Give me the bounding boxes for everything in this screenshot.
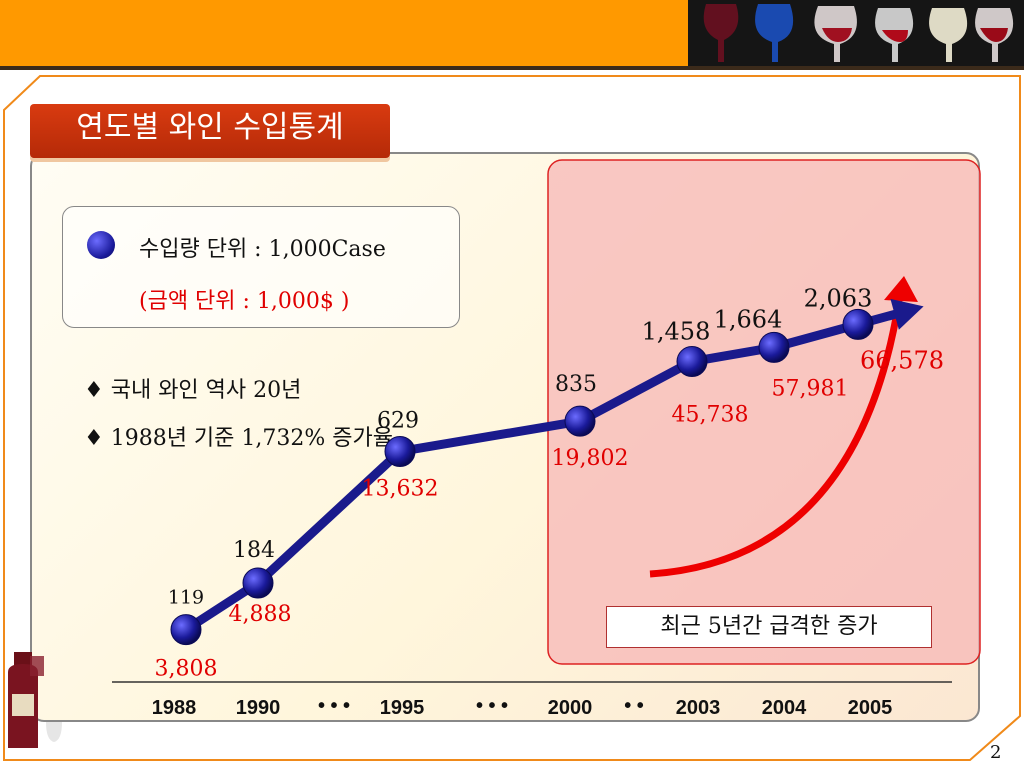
label-volume-2000: 835 (555, 372, 597, 397)
x-tick-2005: 2005 (848, 697, 893, 719)
label-volume-2003: 1,458 (642, 318, 711, 346)
note-growth: ♦ 1988년 기준 1,732% 증가율 (84, 426, 394, 451)
data-point-1990 (242, 567, 274, 599)
label-amount-2000: 19,802 (552, 446, 629, 471)
wine-glasses-banner (688, 0, 1024, 66)
data-point-2005 (842, 308, 874, 340)
growth-arrow (649, 293, 904, 578)
x-tick-separator: • • • (476, 695, 508, 717)
highlight-region (547, 159, 981, 665)
growth-arrow-head (884, 276, 918, 302)
label-volume-1988: 119 (168, 587, 204, 609)
series-arrow-head (890, 298, 924, 330)
data-point-1988 (170, 614, 202, 646)
x-tick-1995: 1995 (380, 697, 425, 719)
data-point-2004 (758, 331, 790, 363)
label-volume-2004: 1,664 (714, 305, 783, 333)
header-divider (0, 66, 1024, 70)
wine-bottle-icon (8, 652, 62, 752)
label-volume-2005: 2,063 (804, 284, 873, 312)
label-amount-1995: 13,632 (362, 476, 439, 501)
data-point-2000 (564, 405, 596, 437)
legend-volume-unit: 수입량 단위 : 1,000Case (139, 237, 386, 262)
legend-marker-icon (87, 231, 115, 259)
label-amount-2003: 45,738 (672, 403, 749, 428)
label-amount-2004: 57,981 (772, 376, 849, 401)
data-point-1995 (384, 435, 416, 467)
x-tick-2004: 2004 (762, 697, 807, 719)
x-tick-2000: 2000 (548, 697, 593, 719)
page-title: 연도별 와인 수입통계 (76, 110, 344, 145)
title-banner: 연도별 와인 수입통계 (30, 104, 390, 158)
x-tick-separator: • • (624, 695, 644, 717)
label-volume-1995: 629 (377, 408, 419, 433)
legend-amount-unit: (금액 단위 : 1,000$ ) (139, 289, 350, 314)
data-point-2003 (676, 346, 708, 378)
label-volume-1990: 184 (233, 538, 275, 563)
label-amount-1990: 4,888 (229, 602, 292, 627)
x-tick-1988: 1988 (152, 697, 197, 719)
page-number: 2 (990, 742, 1002, 763)
note-history: ♦ 국내 와인 역사 20년 (84, 378, 302, 403)
x-tick-2003: 2003 (676, 697, 721, 719)
legend-box: 수입량 단위 : 1,000Case (금액 단위 : 1,000$ ) (62, 206, 460, 328)
label-amount-2005: 66,578 (860, 346, 944, 374)
x-tick-1990: 1990 (236, 697, 281, 719)
callout-box: 최근 5년간 급격한 증가 (606, 606, 932, 648)
x-tick-separator: • • • (318, 695, 350, 717)
label-amount-1988: 3,808 (155, 657, 218, 682)
